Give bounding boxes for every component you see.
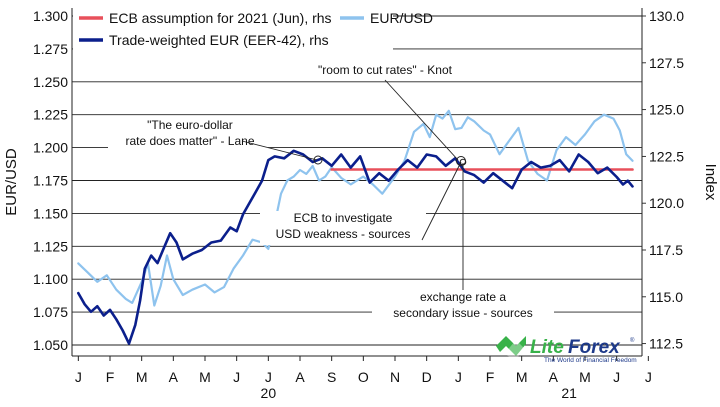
axes: 1.300 1.275 1.250 1.225 1.200 1.175 1.150 1.125… bbox=[33, 8, 684, 401]
legend-label-eurusd: EUR/USD bbox=[370, 10, 433, 26]
legend-label-eer: Trade-weighted EUR (EER-42), rhs bbox=[109, 32, 329, 48]
annotation-ecb-leader bbox=[421, 161, 462, 241]
right-tick-label: 120.0 bbox=[649, 195, 684, 211]
right-tick-label: 125.0 bbox=[649, 102, 684, 118]
right-tick-label: 122.5 bbox=[649, 148, 684, 164]
right-tick-label: 115.0 bbox=[649, 289, 683, 305]
left-tick-label: 1.175 bbox=[33, 173, 68, 189]
legend-label-ecb: ECB assumption for 2021 (Jun), rhs bbox=[109, 10, 332, 26]
left-tick-label: 1.250 bbox=[33, 74, 68, 90]
legend-background bbox=[73, 9, 393, 53]
month-label: F bbox=[106, 369, 115, 385]
annotation-ecb-text: ECB to investigate bbox=[294, 211, 393, 225]
month-label: M bbox=[199, 369, 211, 385]
month-label: J bbox=[455, 369, 462, 385]
month-label: M bbox=[136, 369, 148, 385]
annotation-secondary-text: exchange rate a bbox=[420, 290, 506, 304]
month-label: J bbox=[233, 369, 240, 385]
left-tick-label: 1.125 bbox=[33, 238, 68, 254]
legend: ECB assumption for 2021 (Jun), rhs EUR/US… bbox=[73, 9, 433, 53]
annotation-ecb-background bbox=[260, 211, 426, 245]
month-label: O bbox=[358, 369, 369, 385]
left-tick-label: 1.150 bbox=[33, 205, 68, 221]
logo-check-icon bbox=[496, 336, 526, 360]
series-line-eurusd bbox=[77, 109, 634, 307]
month-label: J bbox=[75, 369, 82, 385]
left-tick-label: 1.275 bbox=[33, 41, 68, 57]
annotation-secondary-text: secondary issue - sources bbox=[393, 306, 532, 320]
logo-mark: ® bbox=[630, 337, 635, 344]
month-label: J bbox=[265, 369, 272, 385]
left-axis-title: EUR/USD bbox=[3, 148, 20, 216]
right-tick-label: 127.5 bbox=[649, 55, 684, 71]
left-tick-label: 1.100 bbox=[33, 271, 68, 287]
logo-brand-lite: Lite bbox=[530, 337, 564, 358]
series-lines bbox=[77, 109, 634, 345]
month-label: F bbox=[486, 369, 495, 385]
logo-tagline: The World of Financial Freedom bbox=[544, 357, 637, 364]
annotation-ecb-text: USD weakness - sources bbox=[276, 227, 411, 241]
annotation-knot-leader bbox=[384, 79, 459, 161]
right-axis-title: Index bbox=[702, 164, 719, 201]
month-label: J bbox=[613, 369, 620, 385]
month-label: A bbox=[169, 369, 179, 385]
annotation-lane-text: rate does matter" - Lane bbox=[126, 134, 255, 148]
right-tick-label: 117.5 bbox=[649, 242, 683, 258]
annotation-secondary-background bbox=[372, 290, 554, 324]
month-label: J bbox=[645, 369, 652, 385]
year-label: 21 bbox=[561, 385, 577, 401]
month-label: M bbox=[579, 369, 591, 385]
right-tick-label: 130.0 bbox=[649, 8, 684, 24]
annotations: "The euro-dollar rate does matter" - Lane… bbox=[108, 62, 554, 324]
left-tick-label: 1.300 bbox=[33, 8, 68, 24]
logo-brand-forex: Forex bbox=[568, 337, 621, 358]
left-tick-label: 1.075 bbox=[33, 304, 68, 320]
right-tick-label: 112.5 bbox=[649, 336, 683, 352]
month-label: D bbox=[422, 369, 432, 385]
series-line-eer bbox=[77, 149, 634, 345]
annotation-lane-background bbox=[108, 118, 268, 152]
month-label: N bbox=[390, 369, 400, 385]
month-label: A bbox=[295, 369, 305, 385]
annotation-event-marker bbox=[459, 158, 467, 166]
annotation-lane-marker bbox=[313, 155, 323, 165]
month-label: S bbox=[327, 369, 336, 385]
left-tick-label: 1.225 bbox=[33, 107, 68, 123]
annotation-lane-text: "The euro-dollar bbox=[147, 118, 233, 132]
annotation-knot-background bbox=[292, 62, 478, 78]
month-label: A bbox=[549, 369, 559, 385]
left-tick-label: 1.050 bbox=[33, 337, 68, 353]
litefoxex-logo: Lite Forex ® The World of Financial Free… bbox=[496, 336, 637, 364]
annotation-knot-text: "room to cut rates" - Knot bbox=[318, 63, 453, 77]
left-tick-label: 1.200 bbox=[33, 140, 68, 156]
month-label: M bbox=[516, 369, 528, 385]
year-label: 20 bbox=[261, 385, 277, 401]
annotation-lane-leader bbox=[241, 140, 318, 161]
